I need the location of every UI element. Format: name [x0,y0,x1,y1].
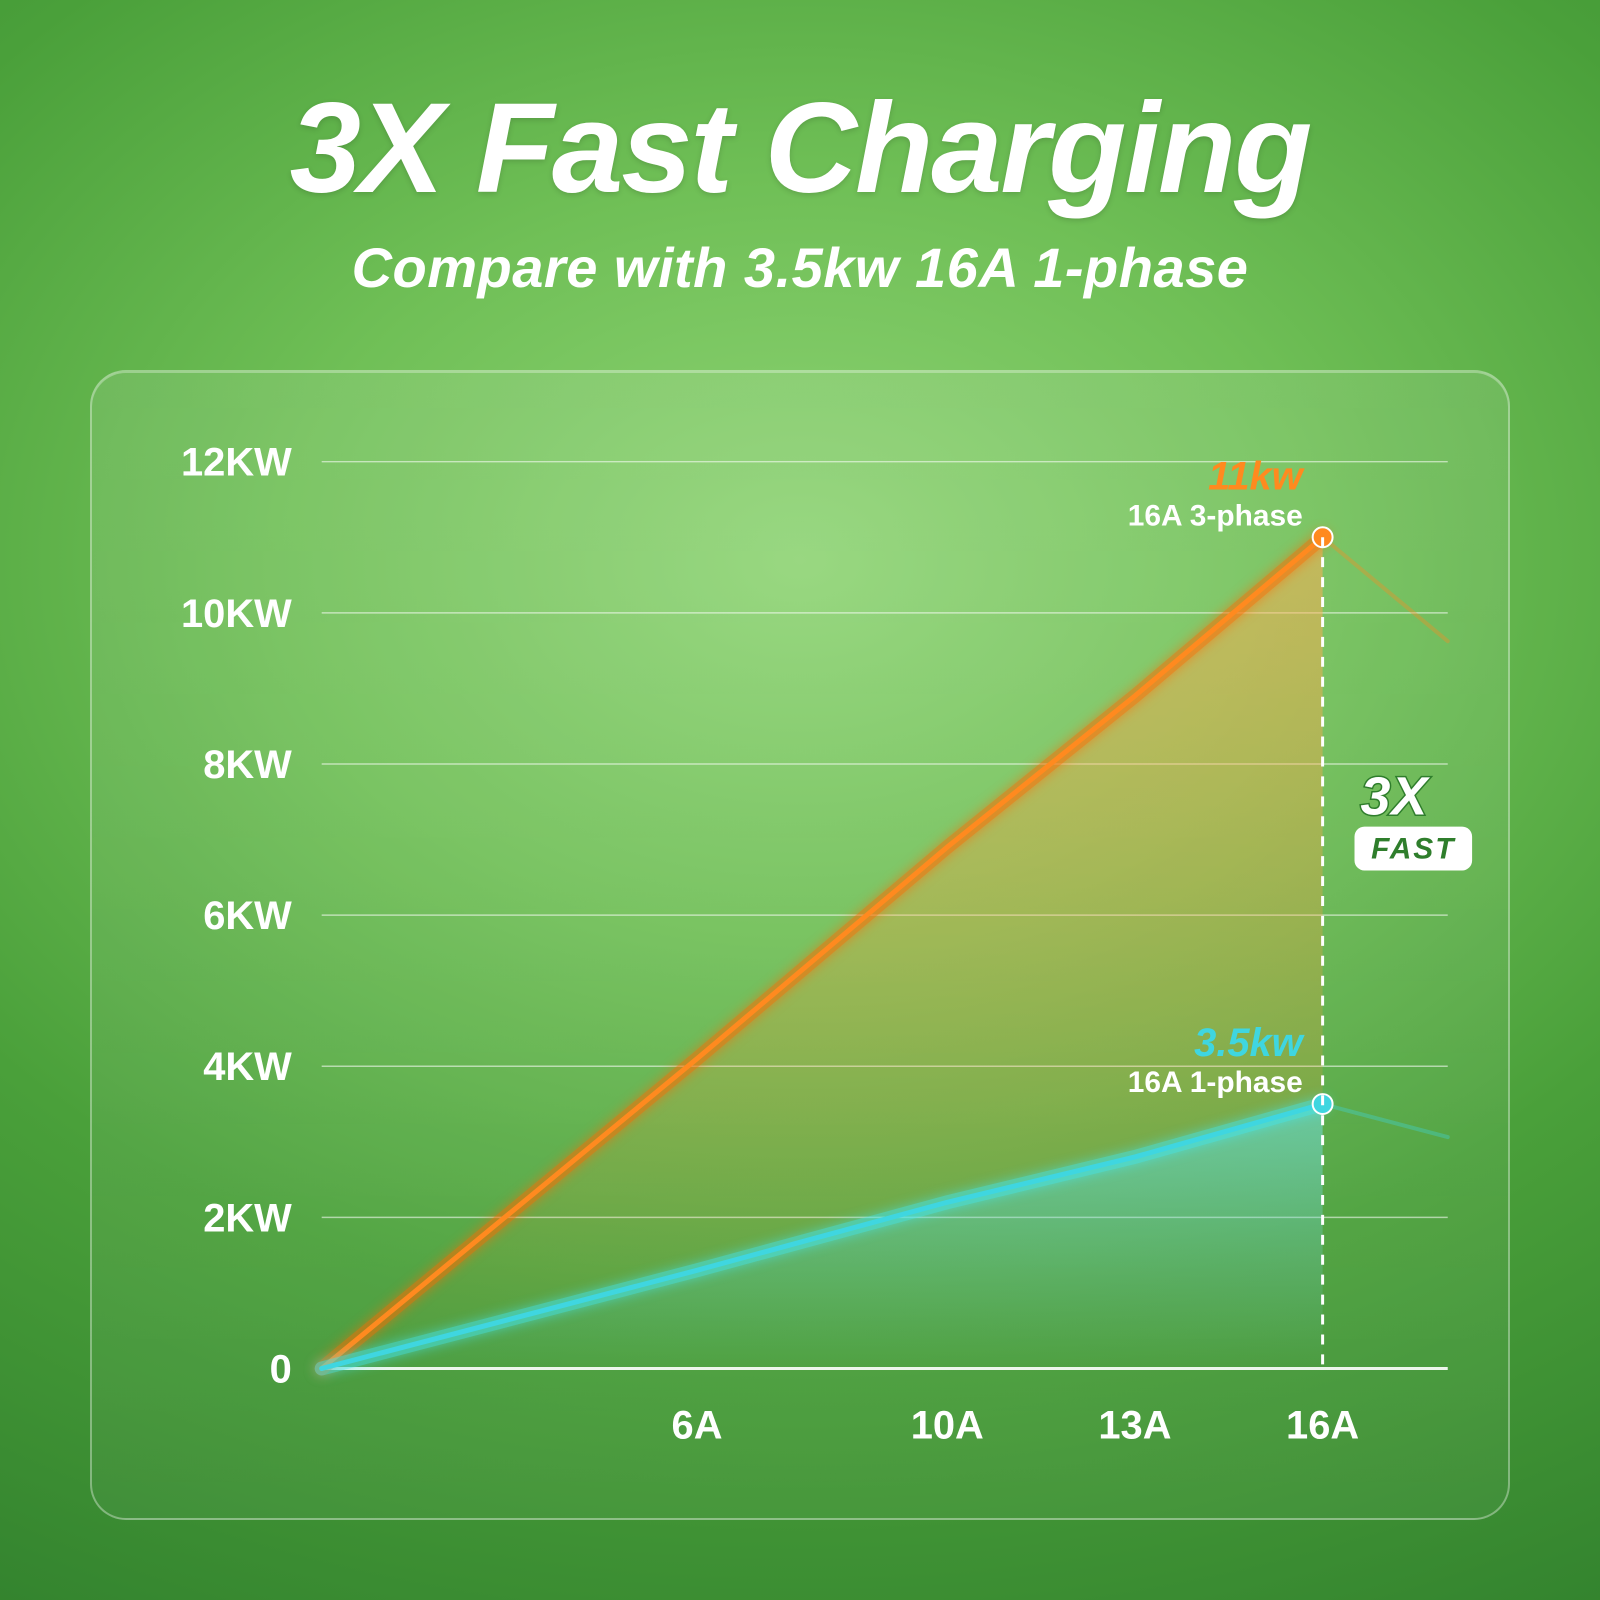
y-tick-label: 10KW [181,592,292,636]
y-tick-label: 2KW [203,1196,292,1240]
y-tick-label: 0 [270,1347,292,1391]
badge-fast-text: FAST [1371,833,1456,866]
x-tick-label: 16A [1286,1403,1359,1447]
x-tick-label: 6A [672,1403,723,1447]
y-tick-label: 6KW [203,894,292,938]
x-tick-label: 10A [911,1403,984,1447]
series-end-sublabel: 16A 1-phase [1128,1066,1303,1099]
badge-3x-text: 3X [1360,767,1430,827]
series-line-ext [1323,1104,1448,1137]
y-tick-label: 4KW [203,1045,292,1089]
chart-svg: 02KW4KW6KW8KW10KW12KW6A10A13A16A11kw16A … [92,372,1508,1518]
series-end-label: 11kw [1208,454,1306,498]
y-tick-label: 8KW [203,743,292,787]
series-end-label: 3.5kw [1194,1021,1306,1065]
x-tick-label: 13A [1098,1403,1171,1447]
page-title: 3X Fast Charging [0,75,1600,222]
page-subtitle: Compare with 3.5kw 16A 1-phase [0,235,1600,300]
chart-card: 02KW4KW6KW8KW10KW12KW6A10A13A16A11kw16A … [90,370,1510,1520]
series-line-ext [1323,537,1448,641]
y-tick-label: 12KW [181,441,292,485]
series-end-sublabel: 16A 3-phase [1128,499,1303,532]
